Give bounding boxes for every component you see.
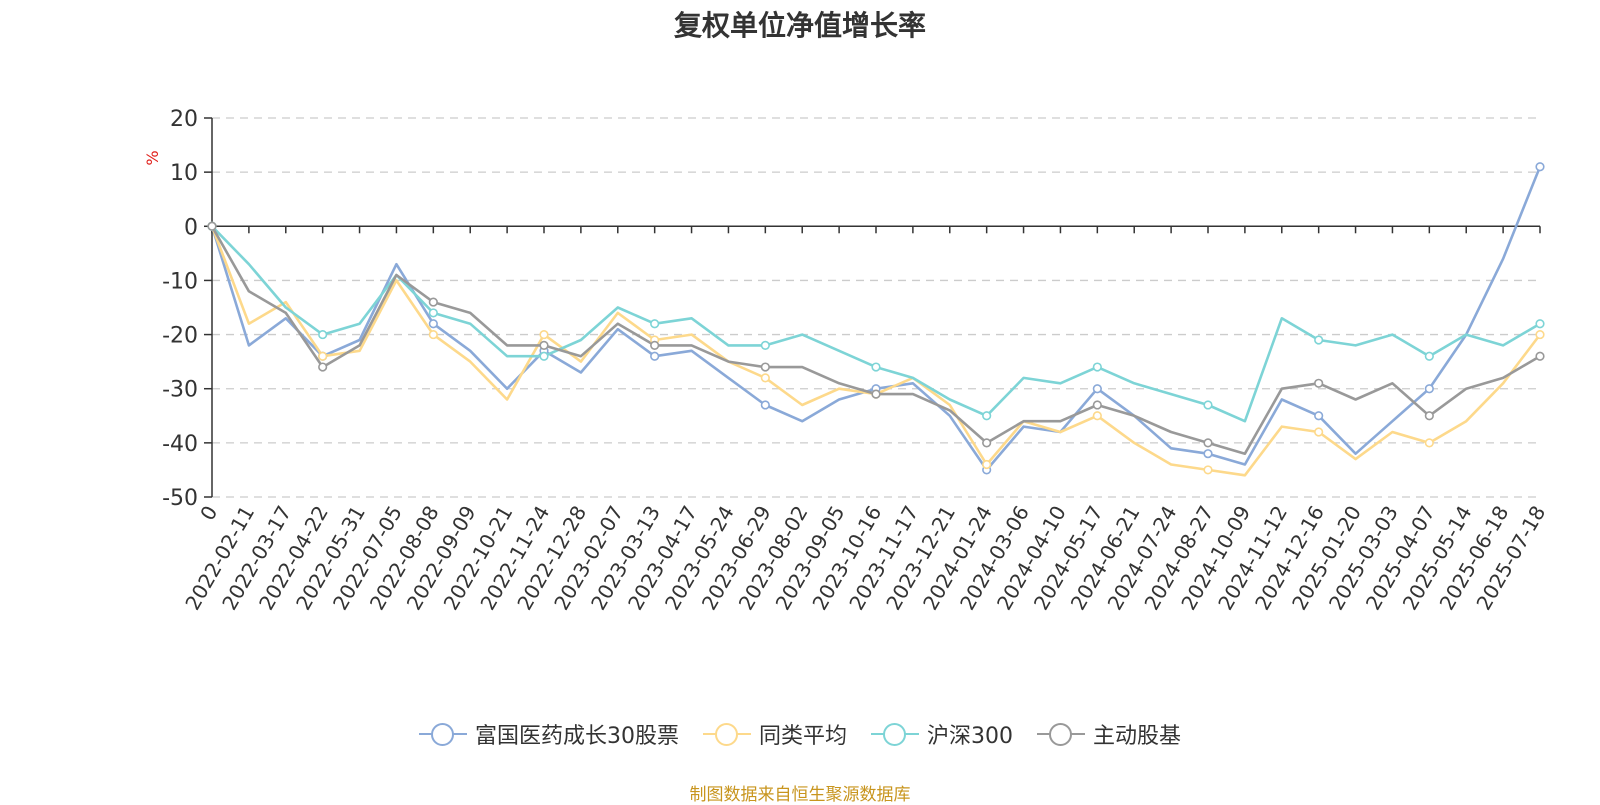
y-tick-label: -40 (162, 432, 198, 457)
data-point (428, 319, 438, 329)
data-point (760, 362, 770, 372)
y-tick-label: -20 (162, 324, 198, 349)
data-point (1092, 384, 1102, 394)
data-point (318, 329, 328, 340)
legend: 富国医药成长30股票 同类平均 沪深300 主动股基 (0, 718, 1600, 750)
legend-label: 沪深300 (927, 724, 1013, 749)
legend-swatch-icon (702, 723, 751, 746)
series-line-3 (210, 225, 1541, 455)
data-point (1314, 411, 1324, 421)
y-tick-label: -10 (162, 269, 198, 294)
data-point (1314, 335, 1324, 345)
data-point (428, 297, 438, 307)
data-point (1535, 319, 1545, 329)
data-point (982, 459, 992, 470)
data-point (760, 373, 770, 383)
legend-item-1[interactable]: 同类平均 (702, 718, 847, 750)
data-point (207, 221, 217, 231)
legend-label: 富国医药成长30股票 (474, 724, 679, 749)
data-point (428, 308, 438, 318)
data-point (539, 351, 549, 361)
data-point (1424, 438, 1434, 448)
line-chart: 20100-10-20-30-40-5002022-02-112022-03-1… (143, 107, 1550, 614)
legend-label: 主动股基 (1093, 724, 1182, 749)
series-lines (210, 166, 1542, 477)
series-markers (207, 162, 1545, 475)
data-point (982, 438, 992, 448)
data-point (1424, 384, 1434, 394)
legend-swatch-icon (418, 723, 467, 746)
data-point (539, 340, 549, 351)
data-point (1092, 362, 1102, 372)
data-point (1424, 351, 1434, 361)
data-point (650, 351, 660, 361)
data-point (1203, 400, 1213, 410)
data-point (1203, 465, 1213, 475)
data-point (760, 340, 770, 351)
y-axis-label: % (143, 150, 162, 165)
data-point (1314, 427, 1324, 437)
data-point (760, 400, 770, 410)
data-point (1203, 449, 1213, 459)
series-line-0 (210, 166, 1542, 472)
data-point (318, 362, 328, 372)
data-point (650, 340, 660, 351)
legend-item-3[interactable]: 主动股基 (1037, 718, 1181, 750)
legend-item-0[interactable]: 富国医药成长30股票 (418, 718, 679, 750)
data-point (1092, 411, 1102, 421)
legend-label: 同类平均 (758, 724, 847, 749)
y-tick-label: 20 (170, 107, 198, 132)
data-point (982, 411, 992, 421)
data-point (1535, 351, 1545, 361)
data-point (428, 329, 438, 340)
axes: 20100-10-20-30-40-5002022-02-112022-03-1… (162, 107, 1550, 614)
source-note: 制图数据来自恒生聚源数据库 (689, 785, 911, 805)
y-tick-label: 0 (184, 215, 198, 240)
legend-swatch-icon (871, 723, 919, 746)
data-point (650, 319, 660, 329)
data-point (871, 362, 881, 372)
x-tick-label: 0 (195, 502, 222, 525)
data-point (1314, 378, 1324, 388)
data-point (1092, 400, 1102, 410)
data-point (1535, 162, 1545, 172)
data-point (539, 329, 549, 340)
data-point (871, 389, 881, 399)
y-tick-label: 10 (170, 161, 198, 186)
y-tick-label: -30 (162, 378, 198, 403)
data-point (318, 351, 328, 361)
legend-item-2[interactable]: 沪深300 (871, 718, 1013, 750)
chart-title: 复权单位净值增长率 (673, 9, 926, 42)
legend-swatch-icon (1037, 723, 1085, 746)
data-point (1203, 438, 1213, 448)
data-point (1535, 329, 1545, 340)
y-tick-label: -50 (162, 486, 198, 511)
data-point (1424, 411, 1434, 421)
